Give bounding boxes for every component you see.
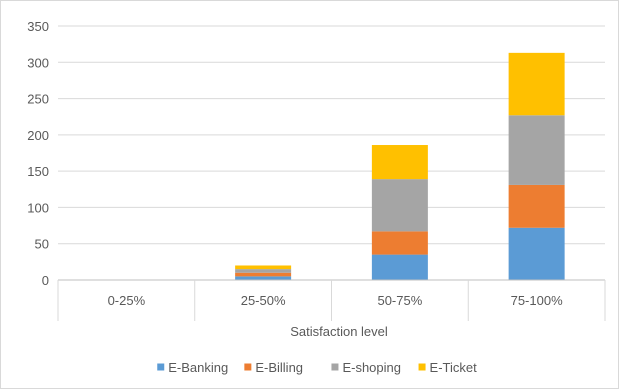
- y-tick-label: 150: [27, 164, 49, 179]
- x-tick-label: 75-100%: [511, 293, 563, 308]
- bars: [235, 52, 565, 280]
- x-tick-label: 25-50%: [241, 293, 286, 308]
- bar-e-shoping-1: [235, 269, 292, 273]
- bar-e-billing-1: [235, 272, 292, 277]
- legend-item-e-banking: E-Banking: [157, 360, 228, 375]
- y-axis-ticks: 0 50 100 150 200 250 300 350: [27, 19, 49, 288]
- x-axis: 0-25% 25-50% 50-75% 75-100%: [57, 279, 606, 321]
- bar-e-ticket-3: [508, 52, 565, 116]
- y-tick-label: 200: [27, 128, 49, 143]
- legend-swatch: [244, 363, 252, 371]
- legend-label: E-Banking: [168, 360, 228, 375]
- bar-e-banking-2: [371, 254, 428, 280]
- y-tick-label: 250: [27, 92, 49, 107]
- bar-e-banking-3: [508, 227, 565, 280]
- legend-label: E-shoping: [342, 360, 401, 375]
- gridlines: [58, 25, 605, 245]
- legend-label: E-Billing: [255, 360, 303, 375]
- legend-swatch: [157, 363, 165, 371]
- bar-e-shoping-3: [508, 115, 565, 185]
- legend-swatch: [331, 363, 339, 371]
- bar-e-billing-3: [508, 184, 565, 228]
- legend-item-e-billing: E-Billing: [244, 360, 303, 375]
- bar-e-ticket-1: [235, 265, 292, 270]
- x-tick-label: 50-75%: [377, 293, 422, 308]
- legend-item-e-shoping: E-shoping: [331, 360, 401, 375]
- legend: E-Banking E-Billing E-shoping E-Ticket: [157, 360, 477, 375]
- bar-e-ticket-2: [371, 145, 428, 180]
- bar-e-shoping-2: [371, 179, 428, 232]
- legend-item-e-ticket: E-Ticket: [418, 360, 478, 375]
- y-tick-label: 350: [27, 19, 49, 34]
- bar-e-billing-2: [371, 231, 428, 255]
- legend-label: E-Ticket: [430, 360, 478, 375]
- y-tick-label: 100: [27, 200, 49, 215]
- x-tick-label: 0-25%: [108, 293, 146, 308]
- x-axis-title: Satisfaction level: [290, 324, 388, 339]
- y-tick-label: 0: [42, 273, 49, 288]
- y-tick-label: 50: [35, 237, 49, 252]
- bar-e-banking-1: [235, 276, 292, 280]
- y-tick-label: 300: [27, 55, 49, 70]
- legend-swatch: [418, 363, 426, 371]
